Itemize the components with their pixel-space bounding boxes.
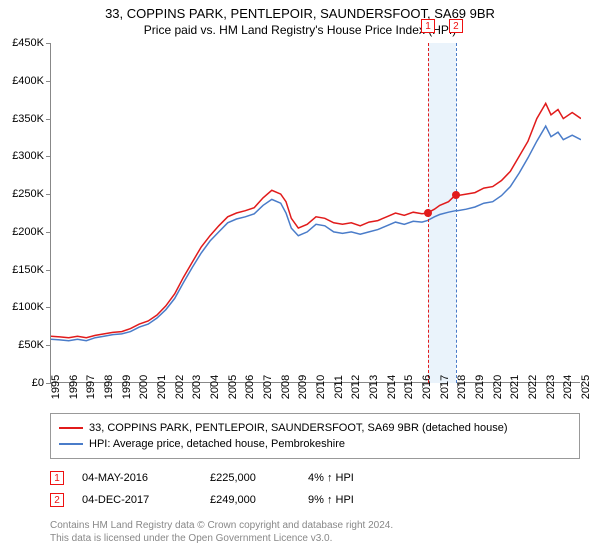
- plot-area: 12: [50, 43, 580, 383]
- x-axis-label: 1997: [85, 375, 97, 399]
- transaction-dot: [424, 209, 432, 217]
- y-tick: [46, 156, 51, 157]
- legend-swatch: [59, 427, 83, 429]
- x-axis-label: 2011: [333, 375, 345, 399]
- y-tick: [46, 194, 51, 195]
- transaction-row: 1 04-MAY-2016 £225,000 4% ↑ HPI: [50, 467, 580, 489]
- y-axis-label: £400K: [12, 75, 44, 87]
- footer-attribution: Contains HM Land Registry data © Crown c…: [50, 519, 580, 545]
- transaction-date: 04-MAY-2016: [82, 472, 192, 484]
- transactions-table: 1 04-MAY-2016 £225,000 4% ↑ HPI 2 04-DEC-2017…: [50, 467, 580, 511]
- x-axis-label: 2019: [474, 375, 486, 399]
- chart-plot: 12 £0£50K£100K£150K£200K£250K£300K£350K£…: [50, 43, 580, 383]
- transaction-dot: [452, 191, 460, 199]
- y-axis-label: £250K: [12, 188, 44, 200]
- legend: 33, COPPINS PARK, PENTLEPOIR, SAUNDERSFO…: [50, 413, 580, 459]
- x-axis-label: 2013: [368, 375, 380, 399]
- x-axis-label: 2005: [227, 375, 239, 399]
- x-axis-label: 2017: [439, 375, 451, 399]
- x-axis-label: 2018: [456, 375, 468, 399]
- transaction-diff: 4% ↑ HPI: [308, 472, 408, 484]
- transaction-vline: [456, 43, 457, 383]
- transaction-marker: 1: [421, 19, 435, 33]
- y-axis-label: £50K: [18, 339, 44, 351]
- x-axis-label: 2008: [280, 375, 292, 399]
- legend-label: 33, COPPINS PARK, PENTLEPOIR, SAUNDERSFO…: [89, 422, 508, 434]
- x-axis-label: 2012: [350, 375, 362, 399]
- transaction-row-marker: 1: [50, 471, 64, 485]
- x-axis-label: 2000: [138, 375, 150, 399]
- series-hpi: [51, 126, 581, 341]
- title-line2: Price paid vs. HM Land Registry's House …: [0, 23, 600, 37]
- y-tick: [46, 232, 51, 233]
- x-axis-label: 2001: [156, 375, 168, 399]
- x-axis-label: 2007: [262, 375, 274, 399]
- y-axis-label: £300K: [12, 150, 44, 162]
- transaction-price: £225,000: [210, 472, 290, 484]
- x-axis-label: 2022: [527, 375, 539, 399]
- x-axis-label: 2010: [315, 375, 327, 399]
- y-tick: [46, 345, 51, 346]
- x-axis-label: 1999: [121, 375, 133, 399]
- transaction-price: £249,000: [210, 494, 290, 506]
- legend-row: HPI: Average price, detached house, Pemb…: [59, 436, 571, 452]
- x-axis-label: 2020: [492, 375, 504, 399]
- x-axis-label: 2009: [297, 375, 309, 399]
- y-axis-label: £100K: [12, 301, 44, 313]
- legend-swatch: [59, 443, 83, 445]
- x-axis-label: 2014: [386, 375, 398, 399]
- title-line1: 33, COPPINS PARK, PENTLEPOIR, SAUNDERSFO…: [0, 6, 600, 21]
- y-tick: [46, 43, 51, 44]
- x-axis-label: 2025: [580, 375, 592, 399]
- x-axis-label: 2015: [403, 375, 415, 399]
- chart-title: 33, COPPINS PARK, PENTLEPOIR, SAUNDERSFO…: [0, 0, 600, 37]
- x-axis-label: 2006: [244, 375, 256, 399]
- y-tick: [46, 81, 51, 82]
- x-axis-label: 1998: [103, 375, 115, 399]
- x-axis-label: 2016: [421, 375, 433, 399]
- chart-container: 33, COPPINS PARK, PENTLEPOIR, SAUNDERSFO…: [0, 0, 600, 545]
- x-axis-label: 1995: [50, 375, 62, 399]
- x-axis-label: 2023: [545, 375, 557, 399]
- y-axis-label: £450K: [12, 37, 44, 49]
- transaction-diff: 9% ↑ HPI: [308, 494, 408, 506]
- transaction-row-marker: 2: [50, 493, 64, 507]
- x-axis-label: 2002: [174, 375, 186, 399]
- y-tick: [46, 307, 51, 308]
- x-axis-label: 2021: [509, 375, 521, 399]
- transaction-date: 04-DEC-2017: [82, 494, 192, 506]
- y-axis-label: £200K: [12, 226, 44, 238]
- footer-line1: Contains HM Land Registry data © Crown c…: [50, 519, 580, 532]
- transaction-row: 2 04-DEC-2017 £249,000 9% ↑ HPI: [50, 489, 580, 511]
- y-axis-label: £350K: [12, 113, 44, 125]
- y-axis-label: £150K: [12, 264, 44, 276]
- line-series-svg: [51, 43, 581, 383]
- y-axis-label: £0: [32, 377, 44, 389]
- transaction-marker: 2: [449, 19, 463, 33]
- y-tick: [46, 119, 51, 120]
- footer-line2: This data is licensed under the Open Gov…: [50, 532, 580, 545]
- legend-label: HPI: Average price, detached house, Pemb…: [89, 438, 345, 450]
- x-axis-label: 2024: [562, 375, 574, 399]
- x-axis-label: 2003: [191, 375, 203, 399]
- y-tick: [46, 270, 51, 271]
- x-axis-label: 1996: [68, 375, 80, 399]
- x-axis-label: 2004: [209, 375, 221, 399]
- legend-row: 33, COPPINS PARK, PENTLEPOIR, SAUNDERSFO…: [59, 420, 571, 436]
- series-property: [51, 103, 581, 337]
